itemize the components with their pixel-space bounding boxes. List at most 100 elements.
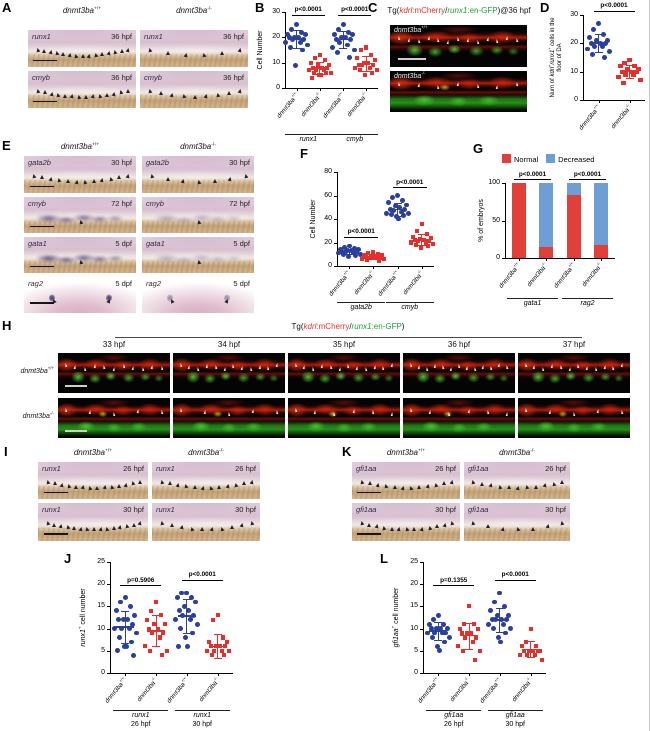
label-segment: cell number [80, 588, 87, 627]
arrowhead-icon [66, 483, 72, 489]
error-bar-cap [121, 642, 130, 644]
y-tick-label: 5 [414, 646, 418, 654]
arrowhead-icon [78, 259, 84, 265]
gene-label: gata2b [28, 158, 51, 167]
data-point [605, 38, 610, 43]
label-segment: / [445, 6, 448, 15]
scale-bar [33, 100, 58, 103]
gene-label: gfi1aa [468, 464, 489, 473]
panel-h-label: H [2, 318, 12, 333]
data-point [425, 243, 430, 249]
data-point [532, 653, 537, 658]
arrowhead-icon [67, 52, 73, 58]
group-gene-label: cmyb [346, 136, 364, 143]
arrowhead-icon [233, 482, 239, 488]
data-point [301, 37, 307, 43]
mean-line [620, 70, 639, 73]
panel-j-chart: runx1+ cell number 0 5 10 15 20 25 dnmt3ba+/+ d… [60, 550, 290, 731]
y-tick-label: 0 [414, 669, 418, 676]
arrowhead-icon [572, 411, 576, 416]
arrowhead-icon [214, 365, 218, 370]
arrowhead-icon [294, 363, 298, 368]
arrowhead-icon [74, 484, 79, 489]
data-point [408, 240, 413, 245]
y-tick [282, 37, 285, 39]
group-gene-label: runx1 [299, 136, 317, 143]
stage-label: 5 dpf [233, 279, 250, 288]
arrowhead-icon [449, 520, 455, 526]
arrowhead-icon [83, 366, 87, 371]
data-point [148, 648, 153, 653]
arrowhead-icon [375, 482, 381, 488]
y-tick [420, 628, 423, 630]
arrowhead-icon [585, 365, 589, 370]
arrowhead-icon [72, 525, 77, 530]
arrowhead-icon [124, 523, 130, 529]
data-point [345, 29, 351, 35]
label-segment: :en-GFP [371, 322, 402, 331]
arrowhead-icon [359, 479, 364, 485]
arrowhead-icon [397, 81, 401, 86]
isi-image: gata1 5 dpf [24, 237, 136, 273]
arrowhead-icon [359, 520, 364, 526]
data-point [414, 228, 419, 233]
data-point [492, 599, 498, 605]
panel-a-col2-title: dnmt3ba-/- [176, 6, 212, 15]
data-point [461, 648, 466, 653]
data-point [117, 599, 123, 605]
data-point [326, 63, 331, 68]
arrowhead-icon [449, 366, 453, 372]
arrowhead-icon [594, 367, 598, 372]
arrowhead-icon [212, 178, 217, 183]
scale-bar [29, 225, 55, 228]
arrowhead-icon [390, 411, 394, 417]
data-point [285, 32, 291, 38]
scale-bar [29, 185, 55, 188]
arrowhead-icon [126, 88, 131, 93]
time-label-37hpf: 37 hpf [562, 340, 586, 349]
arrowhead-icon [320, 363, 324, 368]
error-bar-cap [526, 641, 535, 643]
arrowhead-icon [466, 38, 470, 43]
arrowhead-icon [230, 525, 235, 530]
arrowhead-icon [112, 49, 118, 55]
arrowhead-icon [381, 525, 387, 530]
arrowhead-icon [91, 179, 96, 184]
arrowhead-icon [179, 524, 185, 530]
arrowhead-icon [192, 94, 197, 99]
arrowhead-icon [180, 178, 186, 184]
data-point [399, 209, 405, 215]
group-gene-label: runx1 [131, 712, 150, 719]
label-segment: :mCherry [412, 6, 446, 15]
arrowhead-icon [476, 83, 480, 88]
isi-image: rag2 5 dpf [24, 277, 136, 313]
arrowhead-icon [237, 88, 243, 94]
x-tick [421, 266, 423, 269]
data-point [346, 55, 352, 60]
arrowhead-icon [97, 93, 103, 99]
data-point [355, 55, 360, 60]
arrowhead-icon [45, 520, 51, 526]
mean-line [357, 62, 376, 65]
group-gene-label: gata2b [350, 304, 372, 311]
y-tick [282, 88, 285, 89]
y-tick [107, 628, 110, 630]
arrowhead-icon [367, 522, 372, 527]
data-point [175, 595, 181, 600]
gene-label: gata1 [146, 239, 165, 248]
y-axis [285, 12, 286, 88]
arrowhead-icon [74, 364, 77, 370]
gene-label: runx1 [42, 464, 61, 473]
arrowhead-icon [91, 527, 96, 532]
y-tick [334, 242, 337, 244]
arrowhead-icon [473, 367, 477, 372]
arrowhead-icon [524, 408, 528, 413]
arrowhead-icon [266, 366, 270, 371]
arrowhead-icon [489, 366, 493, 371]
error-bar-cap [369, 259, 378, 261]
arrowhead-icon [404, 526, 410, 532]
data-point [128, 639, 134, 645]
data-point [632, 63, 637, 69]
x-axis [285, 88, 378, 89]
isi-image: cmyb 36 hpf [140, 71, 248, 108]
